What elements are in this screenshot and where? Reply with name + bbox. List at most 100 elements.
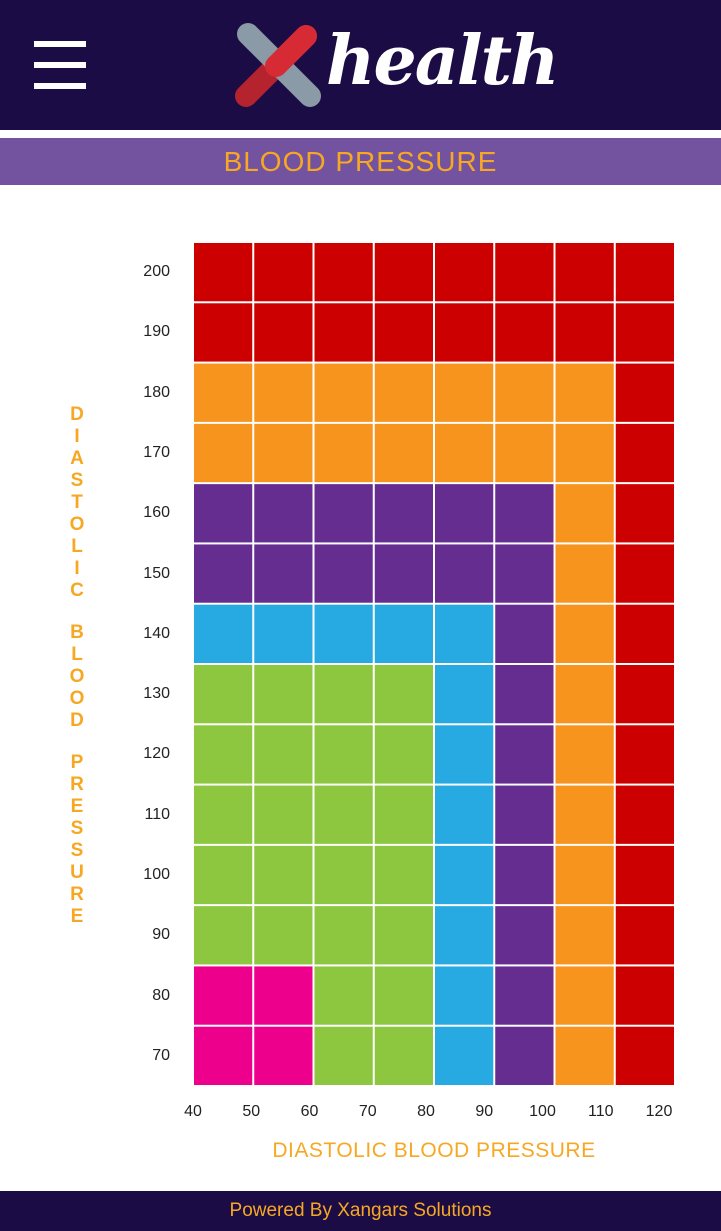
- y-axis-label-letter: I: [74, 426, 80, 447]
- x-tick-label: 110: [588, 1103, 614, 1120]
- heatmap-cell-190-4: [435, 303, 494, 362]
- heatmap-cell-190-6: [555, 303, 614, 362]
- heatmap-cell-160-7: [615, 484, 674, 543]
- heatmap-cell-90-6: [555, 906, 614, 965]
- y-tick-label: 180: [143, 383, 170, 401]
- y-axis-label-letter: L: [71, 536, 83, 557]
- heatmap-cell-140-7: [615, 604, 674, 663]
- heatmap-cell-80-6: [555, 966, 614, 1025]
- heatmap-cell-110-4: [435, 785, 494, 844]
- y-axis-label-letter: B: [70, 622, 84, 643]
- heatmap-cell-150-2: [314, 544, 373, 603]
- hamburger-menu-icon[interactable]: [34, 41, 86, 91]
- heatmap-cell-160-3: [374, 484, 433, 543]
- heatmap-cell-70-7: [615, 1026, 674, 1085]
- heatmap-cell-180-0: [194, 363, 253, 422]
- y-axis-label-letter: P: [70, 752, 84, 773]
- heatmap-cell-180-3: [374, 363, 433, 422]
- y-axis-label-letter: [66, 732, 88, 752]
- heatmap-cell-200-0: [194, 243, 253, 302]
- y-axis-label-letter: D: [70, 710, 84, 731]
- y-axis-label-letter: L: [71, 644, 83, 665]
- y-tick-label: 140: [143, 624, 170, 642]
- y-axis-label-letter: T: [71, 492, 83, 513]
- heatmap-cell-100-7: [615, 845, 674, 905]
- x-tick-label: 120: [645, 1103, 673, 1120]
- heatmap-cell-170-0: [194, 423, 253, 483]
- heatmap-cell-70-5: [495, 1026, 554, 1085]
- x-tick-label: 40: [184, 1103, 202, 1120]
- y-axis-label-letter: U: [70, 862, 84, 883]
- footer-credit: Powered By Xangars Solutions: [229, 1200, 492, 1221]
- blood-pressure-heatmap: [194, 243, 674, 1085]
- heatmap-cell-150-5: [495, 544, 554, 603]
- heatmap-cell-130-7: [615, 665, 674, 724]
- heatmap-cell-110-3: [374, 785, 433, 844]
- heatmap-cell-200-4: [435, 243, 494, 302]
- x-cross-logo-icon: [235, 23, 321, 107]
- heatmap-cell-90-3: [374, 906, 433, 965]
- heatmap-cell-130-3: [374, 665, 433, 724]
- heatmap-cell-90-5: [495, 906, 554, 965]
- heatmap-cell-180-1: [254, 363, 313, 422]
- heatmap-cell-100-2: [314, 845, 373, 905]
- heatmap-cell-150-3: [374, 544, 433, 603]
- heatmap-cell-180-2: [314, 363, 373, 422]
- y-axis-label-letter: O: [69, 514, 85, 535]
- heatmap-cell-110-5: [495, 785, 554, 844]
- heatmap-cell-160-4: [435, 484, 494, 543]
- header-divider: [0, 130, 721, 138]
- y-axis-label-letter: A: [70, 448, 84, 469]
- heatmap-cell-120-6: [555, 725, 614, 784]
- heatmap-cell-80-0: [194, 966, 253, 1025]
- heatmap-cell-140-3: [374, 604, 433, 663]
- heatmap-cell-200-7: [615, 243, 674, 302]
- heatmap-cell-140-2: [314, 604, 373, 663]
- heatmap-cell-120-1: [254, 725, 313, 784]
- heatmap-cell-100-6: [555, 845, 614, 905]
- heatmap-cell-190-2: [314, 303, 373, 362]
- heatmap-cell-190-0: [194, 303, 253, 362]
- heatmap-cell-170-3: [374, 423, 433, 483]
- heatmap-cell-160-1: [254, 484, 313, 543]
- heatmap-cell-110-0: [194, 785, 253, 844]
- y-axis-label-letter: R: [70, 884, 84, 905]
- heatmap-cell-170-6: [555, 423, 614, 483]
- x-tick-label: 70: [358, 1103, 377, 1120]
- x-tick-label: 100: [529, 1103, 556, 1120]
- title-bar: BLOOD PRESSURE: [0, 138, 721, 185]
- heatmap-cell-120-7: [615, 725, 674, 784]
- x-tick-label: 90: [475, 1103, 494, 1120]
- heatmap-cell-180-5: [495, 363, 554, 422]
- heatmap-cell-80-4: [435, 966, 494, 1025]
- heatmap-cell-140-4: [435, 604, 494, 663]
- x-tick-label: 50: [242, 1103, 261, 1120]
- brand-wordmark: health: [326, 21, 559, 101]
- heatmap-cell-140-1: [254, 604, 313, 663]
- heatmap-cell-120-4: [435, 725, 494, 784]
- heatmap-cell-80-2: [314, 966, 373, 1025]
- y-tick-label: 190: [143, 323, 170, 341]
- heatmap-cell-80-5: [495, 966, 554, 1025]
- heatmap-cell-200-1: [254, 243, 313, 302]
- y-tick-label: 120: [143, 745, 170, 763]
- heatmap-cell-140-0: [194, 604, 253, 663]
- heatmap-cell-120-3: [374, 725, 433, 784]
- heatmap-cell-100-1: [254, 845, 313, 905]
- heatmap-cell-70-0: [194, 1026, 253, 1085]
- heatmap-cell-100-4: [435, 845, 494, 905]
- heatmap-cell-70-1: [254, 1026, 313, 1085]
- y-axis-label-letter: S: [70, 840, 84, 861]
- heatmap-cell-170-4: [435, 423, 494, 483]
- heatmap-cell-200-6: [555, 243, 614, 302]
- heatmap-cell-80-1: [254, 966, 313, 1025]
- heatmap-cell-160-0: [194, 484, 253, 543]
- y-axis-label-letter: O: [69, 688, 85, 709]
- heatmap-cell-150-6: [555, 544, 614, 603]
- heatmap-cell-160-5: [495, 484, 554, 543]
- y-tick-label: 150: [143, 564, 170, 582]
- heatmap-cell-100-3: [374, 845, 433, 905]
- page-title: BLOOD PRESSURE: [223, 146, 498, 177]
- heatmap-cell-100-5: [495, 845, 554, 905]
